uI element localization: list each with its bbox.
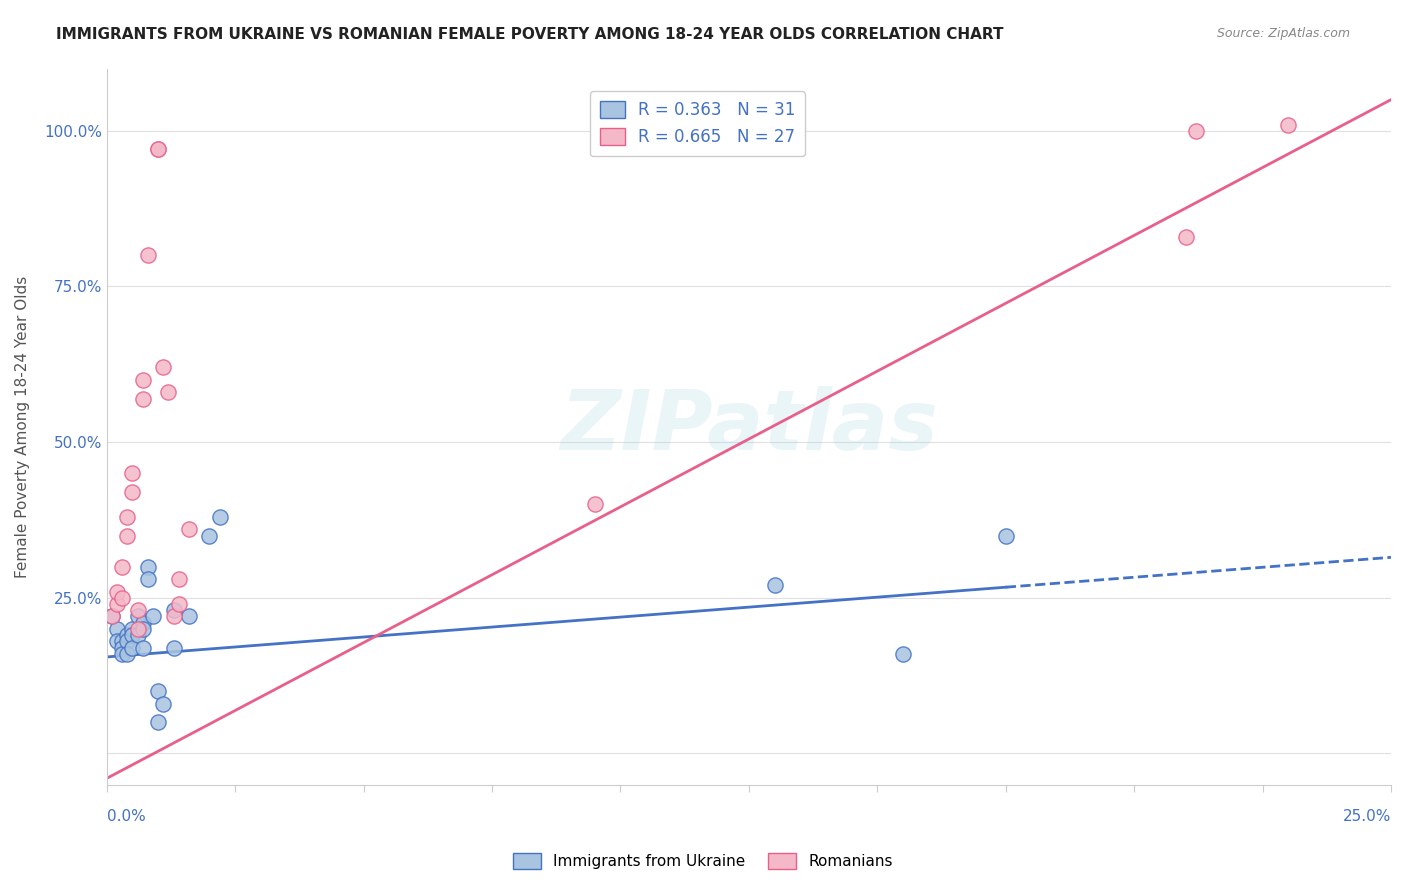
Point	[121, 467, 143, 481]
Legend: R = 0.363   N = 31, R = 0.665   N = 27: R = 0.363 N = 31, R = 0.665 N = 27	[589, 91, 806, 156]
Point	[167, 597, 190, 611]
Point	[162, 640, 184, 655]
Point	[152, 360, 174, 375]
Point	[994, 528, 1017, 542]
Point	[121, 484, 143, 499]
Point	[198, 528, 221, 542]
Point	[111, 634, 134, 648]
Point	[208, 509, 231, 524]
Point	[117, 509, 139, 524]
Point	[101, 609, 124, 624]
Text: 0.0%: 0.0%	[107, 810, 145, 824]
Point	[1184, 124, 1206, 138]
Point	[605, 124, 627, 138]
Point	[136, 559, 159, 574]
Point	[162, 603, 184, 617]
Point	[117, 634, 139, 648]
Point	[583, 497, 606, 511]
Point	[132, 622, 155, 636]
Text: 25.0%: 25.0%	[1343, 810, 1391, 824]
Point	[121, 622, 143, 636]
Point	[142, 609, 165, 624]
Point	[111, 591, 134, 605]
Point	[1277, 118, 1299, 132]
Point	[146, 715, 169, 730]
Point	[105, 584, 128, 599]
Y-axis label: Female Poverty Among 18-24 Year Olds: Female Poverty Among 18-24 Year Olds	[15, 276, 30, 578]
Point	[157, 385, 180, 400]
Point	[177, 609, 200, 624]
Point	[117, 647, 139, 661]
Point	[763, 578, 786, 592]
Point	[127, 628, 149, 642]
Point	[167, 572, 190, 586]
Text: Source: ZipAtlas.com: Source: ZipAtlas.com	[1216, 27, 1350, 40]
Point	[1174, 229, 1197, 244]
Point	[121, 628, 143, 642]
Point	[891, 647, 914, 661]
Point	[117, 528, 139, 542]
Text: ZIPatlas: ZIPatlas	[560, 386, 938, 467]
Point	[146, 143, 169, 157]
Text: IMMIGRANTS FROM UKRAINE VS ROMANIAN FEMALE POVERTY AMONG 18-24 YEAR OLDS CORRELA: IMMIGRANTS FROM UKRAINE VS ROMANIAN FEMA…	[56, 27, 1004, 42]
Point	[111, 647, 134, 661]
Point	[152, 697, 174, 711]
Point	[146, 143, 169, 157]
Point	[127, 622, 149, 636]
Point	[121, 640, 143, 655]
Point	[127, 609, 149, 624]
Point	[132, 373, 155, 387]
Point	[162, 609, 184, 624]
Point	[127, 603, 149, 617]
Point	[132, 640, 155, 655]
Point	[105, 622, 128, 636]
Point	[101, 609, 124, 624]
Point	[117, 628, 139, 642]
Point	[105, 634, 128, 648]
Point	[105, 597, 128, 611]
Point	[111, 640, 134, 655]
Point	[132, 392, 155, 406]
Point	[146, 684, 169, 698]
Point	[132, 615, 155, 630]
Point	[136, 572, 159, 586]
Legend: Immigrants from Ukraine, Romanians: Immigrants from Ukraine, Romanians	[508, 847, 898, 875]
Point	[136, 248, 159, 262]
Point	[111, 559, 134, 574]
Point	[177, 522, 200, 536]
